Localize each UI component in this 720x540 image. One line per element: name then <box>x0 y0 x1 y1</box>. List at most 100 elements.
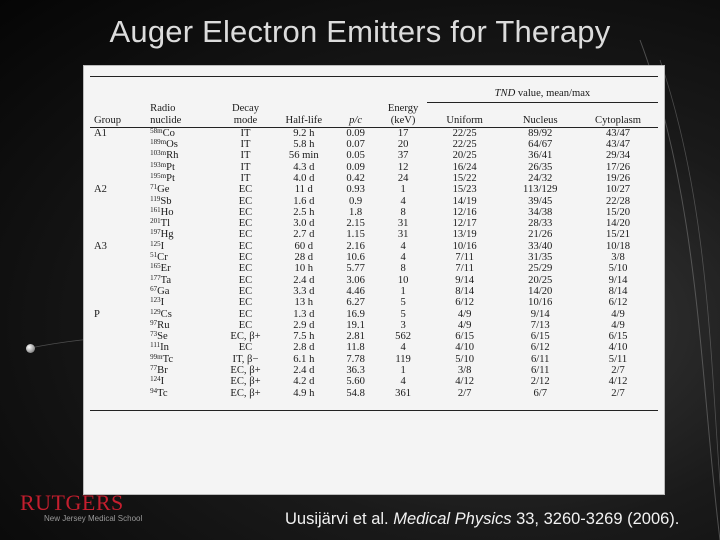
cell-radionuclide: 58mCo <box>150 126 175 139</box>
cell-uniform: 15/22 <box>452 172 477 184</box>
table-row: A1 58mCo IT 9.2 h 0.09 17 22/25 89/92 43/47 <box>90 127 658 139</box>
cell-nucleus: 33/40 <box>528 240 553 252</box>
table-row: 77Br EC, β+ 2.4 d 36.3 1 3/8 6/11 2/7 <box>90 364 658 377</box>
cell-radionuclide: 189mOs <box>150 138 178 151</box>
cell-nucleus: 6/11 <box>531 353 550 365</box>
cell-uniform: 4/10 <box>455 342 475 354</box>
cell-energy: 17 <box>397 127 409 139</box>
cell-uniform: 4/9 <box>457 319 472 331</box>
cell-energy: 10 <box>397 274 409 286</box>
cell-pc: 54.8 <box>346 387 365 399</box>
cell-decay: EC <box>238 218 253 230</box>
bullet-icon <box>26 344 35 353</box>
tnd-span-header: TND value, mean/max <box>426 88 658 104</box>
cell-radionuclide: 77Br <box>150 364 168 377</box>
cell-uniform: 4/12 <box>455 376 475 388</box>
cell-uniform: 7/11 <box>455 263 474 275</box>
table-row: 119Sb EC 1.6 d 0.9 4 14/19 39/45 22/28 <box>90 195 658 207</box>
cell-nucleus: 64/67 <box>528 139 553 151</box>
cell-half: 4.3 d <box>293 161 315 173</box>
table-image: TND value, mean/max Group Radio nuclide D… <box>84 66 664 494</box>
cell-pc: 5.60 <box>346 376 365 388</box>
cell-group <box>90 229 146 240</box>
cell-energy: 5 <box>400 308 406 320</box>
cell-energy: 562 <box>395 331 412 343</box>
cell-half: 7.5 h <box>293 331 315 343</box>
cell-cyto: 4/12 <box>608 376 628 388</box>
cell-half: 4.2 d <box>293 376 315 388</box>
cell-radionuclide: 197Hg <box>150 228 174 241</box>
cell-cyto: 4/9 <box>611 308 625 320</box>
header-radionuclide: Radio nuclide <box>146 102 216 128</box>
cell-radionuclide: 97Ru <box>150 318 170 331</box>
table-row: 67Ga EC 3.3 d 4.46 1 8/14 14/20 8/14 <box>90 285 658 297</box>
cell-radionuclide: 201Tl <box>150 217 171 230</box>
cell-cyto: 4/10 <box>608 342 628 354</box>
cell-half: 1.3 d <box>293 308 315 320</box>
cell-group <box>90 162 146 173</box>
cell-nucleus: 34/38 <box>528 206 553 218</box>
cell-decay: IT <box>240 150 251 162</box>
cell-energy: 31 <box>397 218 409 230</box>
table-row: A3 125I EC 60 d 2.16 4 10/16 33/40 10/18 <box>90 240 658 252</box>
cell-radionuclide: 99mTc <box>150 352 174 365</box>
cell-pc: 1.15 <box>346 229 365 241</box>
cell-cyto: 2/7 <box>611 387 625 399</box>
cell-half: 9.2 h <box>293 127 315 139</box>
cell-nucleus: 31/35 <box>528 252 553 264</box>
table-row: 161Ho EC 2.5 h 1.8 8 12/16 34/38 15/20 <box>90 205 658 218</box>
table-row: P 129Cs EC 1.3 d 16.9 5 4/9 9/14 4/9 <box>90 307 658 320</box>
slide-title: Auger Electron Emitters for Therapy <box>109 14 611 49</box>
cell-half: 2.4 d <box>293 274 315 286</box>
cell-group <box>90 263 146 274</box>
cell-decay: EC <box>238 297 253 309</box>
cell-cyto: 19/26 <box>605 172 631 184</box>
cell-uniform: 8/14 <box>455 285 475 297</box>
cell-uniform: 22/25 <box>452 127 477 139</box>
cell-energy: 5 <box>400 297 406 309</box>
cell-cyto: 22/28 <box>605 195 631 207</box>
cell-half: 3.0 d <box>293 218 315 230</box>
cell-half: 6.1 h <box>293 353 315 365</box>
header-cytoplasm: Cytoplasm <box>578 102 658 128</box>
cell-pc: 0.93 <box>346 184 365 196</box>
cell-radionuclide: 161Ho <box>150 205 174 218</box>
cell-uniform: 9/14 <box>455 274 475 286</box>
cell-decay: IT <box>240 127 251 139</box>
cell-decay: IT <box>240 139 251 151</box>
cell-nucleus: 21/26 <box>528 229 553 241</box>
cell-pc: 0.42 <box>346 172 365 184</box>
cell-half: 4.0 d <box>293 172 315 184</box>
table-body: A1 58mCo IT 9.2 h 0.09 17 22/25 89/92 43/47 189mO… <box>90 127 658 412</box>
cell-decay: EC, β+ <box>230 365 261 377</box>
cell-uniform: 7/11 <box>455 252 474 264</box>
cell-radionuclide: 124I <box>150 375 165 388</box>
cell-group <box>90 376 146 387</box>
cell-pc: 5.77 <box>346 263 365 275</box>
cell-pc: 0.05 <box>346 150 365 162</box>
cell-energy: 1 <box>400 285 406 297</box>
cell-pc: 0.09 <box>346 161 365 173</box>
cell-pc: 3.06 <box>346 274 365 286</box>
cell-half: 3.3 d <box>293 285 315 297</box>
cell-half: 4.9 h <box>293 387 315 399</box>
cell-decay: EC <box>238 342 253 354</box>
cell-half: 2.4 d <box>293 365 315 377</box>
cell-energy: 12 <box>397 161 409 173</box>
cell-radionuclide: 129Cs <box>150 307 172 320</box>
cell-half: 2.7 d <box>293 229 315 241</box>
cell-nucleus: 6/11 <box>531 365 550 377</box>
cell-nucleus: 89/92 <box>528 127 553 139</box>
cell-group <box>90 331 146 342</box>
table-row: 51Cr EC 28 d 10.6 4 7/11 31/35 3/8 <box>90 252 658 264</box>
cell-uniform: 20/25 <box>452 150 477 162</box>
cell-uniform: 22/25 <box>452 139 477 151</box>
table-row: 197Hg EC 2.7 d 1.15 31 13/19 21/26 15/21 <box>90 228 658 241</box>
cell-decay: EC <box>238 263 253 275</box>
cell-decay: EC <box>238 206 253 218</box>
cell-pc: 19.1 <box>346 319 365 331</box>
cell-cyto: 9/14 <box>608 274 628 286</box>
cell-half: 28 d <box>294 252 314 264</box>
cell-pc: 1.8 <box>348 206 363 218</box>
cell-half: 2.9 d <box>293 319 315 331</box>
